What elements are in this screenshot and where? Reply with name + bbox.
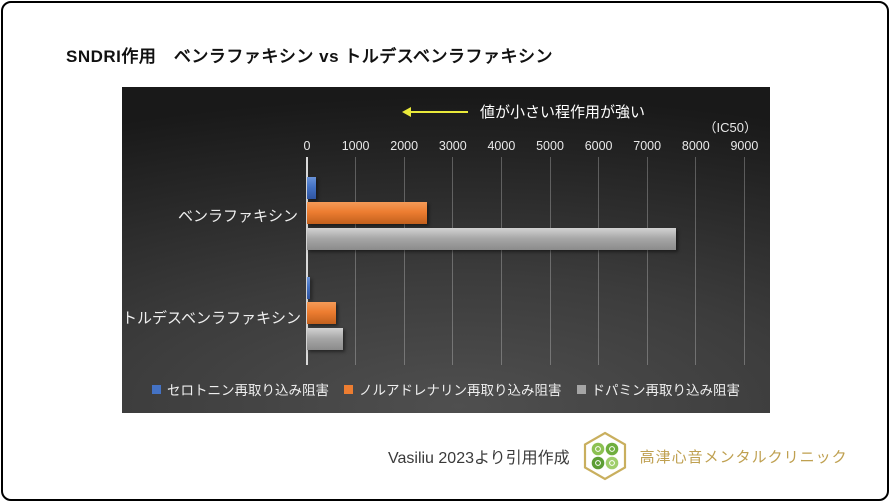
bar-0-cat-1 — [307, 277, 310, 299]
x-tick-label: 6000 — [584, 139, 613, 153]
category-label-desvenlafaxine: トルデスベンラファキシン — [122, 310, 301, 327]
legend-label: ドパミン再取り込み阻害 — [591, 383, 741, 398]
legend-swatch-icon — [344, 384, 353, 394]
chart-annotation: 値が小さい程作用が強い — [402, 101, 646, 122]
gridline — [403, 157, 405, 365]
x-tick-label: 2000 — [390, 139, 419, 153]
gridline — [355, 157, 357, 365]
bar-2-cat-1 — [307, 328, 344, 350]
bar-chart: 値が小さい程作用が強い （IC50） 0 1000 2000 3000 4000 5000… — [122, 87, 770, 413]
clinic-logo-icon — [583, 431, 626, 481]
x-tick-label: 5000 — [536, 139, 564, 153]
legend-item: セロトニン再取り込み阻害 — [152, 379, 329, 399]
bar-0-cat-0 — [307, 177, 317, 199]
gridline — [598, 157, 600, 365]
x-tick-label: 4000 — [487, 139, 516, 153]
unit-label: （IC50） — [703, 120, 757, 135]
gridline — [500, 157, 502, 365]
annotation-text: 値が小さい程作用が強い — [480, 104, 646, 121]
bar-1-cat-0 — [307, 202, 428, 224]
legend-label: セロトニン再取り込み阻害 — [167, 383, 329, 398]
gridline — [695, 157, 697, 365]
bar-1-cat-1 — [307, 302, 337, 324]
page-title: SNDRI作用 ベンラファキシン vs トルデスベンラファキシン — [66, 47, 554, 66]
x-tick-label: 8000 — [681, 139, 710, 153]
legend-label: ノルアドレナリン再取り込み阻害 — [359, 383, 562, 398]
x-tick-label: 1000 — [341, 139, 370, 153]
legend-item: ノルアドレナリン再取り込み阻害 — [344, 379, 562, 399]
x-tick-label: 9000 — [730, 139, 759, 153]
gridline — [743, 157, 745, 365]
category-label-venlafaxine: ベンラファキシン — [177, 208, 298, 225]
gridline — [452, 157, 454, 365]
bar-2-cat-0 — [307, 228, 677, 250]
left-arrow-icon — [402, 106, 468, 117]
legend-swatch-icon — [152, 384, 161, 394]
clinic-name: 高津心音メンタルクリニック — [639, 448, 848, 466]
x-tick-label: 3000 — [438, 139, 467, 153]
x-tick-label: 7000 — [633, 139, 662, 153]
legend-swatch-icon — [576, 384, 586, 394]
gridline — [549, 157, 551, 365]
attribution-text: Vasiliu 2023より引用作成 — [388, 450, 570, 467]
attribution-row: Vasiliu 2023より引用作成 高津心音メンタルクリニック — [388, 430, 848, 482]
legend-item: ドパミン再取り込み阻害 — [576, 379, 741, 399]
x-tick-label: 0 — [303, 139, 311, 153]
gridline — [646, 157, 648, 365]
legend: セロトニン再取り込み阻害 ノルアドレナリン再取り込み阻害 ドパミン再取り込み阻害 — [122, 379, 770, 399]
y-axis-line — [306, 157, 308, 365]
